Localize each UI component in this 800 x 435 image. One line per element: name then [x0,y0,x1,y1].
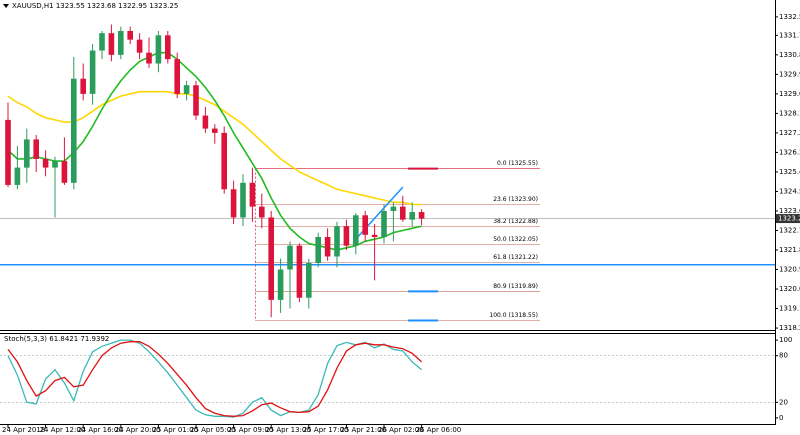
y-tick-label: 1321.80 [779,246,800,254]
candle-body [343,226,350,246]
candle-body [42,158,49,168]
x-tick-label: 26 Apr 02:00 [378,426,424,434]
candle-body [99,33,105,51]
y-tick-label: 1323.60 [779,207,800,215]
x-tick-label: 25 Apr 09:00 [228,426,274,434]
last-price-box [776,214,800,224]
x-tick-label: 25 Apr 17:00 [303,426,349,434]
candle-body [212,128,218,133]
x-tick-label: 25 Apr 05:00 [190,426,236,434]
last-price-label: 1323.25 [778,215,800,223]
candle-body [183,85,190,94]
candle-body [390,206,397,211]
fib-label: 50.0 (1322.05) [493,236,538,243]
y-tick-label: 1329.00 [779,90,800,98]
x-tick-label: 24 Apr 16:00 [77,426,123,434]
y-tick-label: 1326.30 [779,148,800,156]
y-tick-label: 1329.90 [779,70,800,78]
candle-body [371,234,378,237]
x-tick-label: 26 Apr 06:00 [416,426,462,434]
y-tick-label: 1331.70 [779,31,800,39]
candle-body [362,215,368,235]
fib-label: 61.8 (1321.22) [493,254,538,261]
x-tick-label: 25 Apr 21:00 [340,426,386,434]
candle-body [277,269,284,300]
y-tick-label: 1324.50 [779,187,800,195]
x-tick-label: 24 Apr 2018 [2,426,45,434]
candle-body [14,167,21,185]
candle-body [287,245,293,270]
fib-label: 100.0 (1318.55) [489,312,538,319]
candle-body [136,39,143,53]
candle-body [80,78,86,94]
candle-body [240,182,246,218]
candle-body [249,182,256,207]
candle-body [334,226,340,257]
candle-body [418,212,425,219]
candle-body [52,161,58,168]
y-tick-label: 1319.10 [779,305,800,313]
fib-label: 80.9 (1319.89) [493,283,538,290]
moving-average [7,90,422,206]
indicator-tick-label: 80 [779,352,788,360]
candle-body [127,31,133,40]
candle-body [353,215,359,246]
candle-body [306,263,312,298]
candle-body [221,132,227,190]
candle-body [118,31,124,55]
candle-body [381,210,387,237]
y-tick-label: 1325.40 [779,168,800,176]
y-tick-label: 1322.70 [779,226,800,234]
fib-label: 38.2 (1322.88) [493,218,538,225]
candle-body [268,217,274,300]
candle-body [193,85,199,116]
y-tick-label: 1318.20 [779,324,800,332]
x-tick-label: 24 Apr 12:00 [40,426,86,434]
candle-body [89,50,96,94]
candle-body [155,35,162,64]
y-tick-label: 1320.00 [779,285,800,293]
candle-body [146,52,152,64]
indicator-title: Stoch(5,3,3) 61.8421 71.9392 [4,335,109,343]
chart-title: XAUUSD,H1 1323.55 1323.68 1322.95 1323.2… [12,2,178,10]
indicator-tick-label: 20 [779,398,788,406]
candle-body [71,78,77,183]
y-tick-label: 1332.55 [779,13,800,21]
moving-average [7,51,422,251]
candle-body [61,161,68,183]
fib-label: 0.0 (1325.55) [497,160,538,167]
y-tick-label: 1327.20 [779,129,800,137]
candle-body [24,139,30,168]
indicator-line [7,341,423,417]
candle-body [400,206,406,220]
fib-label: 23.6 (1323.90) [493,196,538,203]
y-tick-label: 1320.90 [779,266,800,274]
candle-body [165,35,171,60]
x-tick-label: 25 Apr 01:00 [152,426,198,434]
candle-body [324,236,331,257]
candle-body [174,59,180,94]
x-tick-label: 24 Apr 20:00 [115,426,161,434]
indicator-tick-label: 100 [779,336,792,344]
candle-body [202,115,209,129]
candle-body [259,206,265,218]
indicator-line [7,339,423,418]
indicator-tick-label: 0 [779,414,783,422]
candle-body [5,119,11,185]
x-tick-label: 25 Apr 13:00 [265,426,311,434]
candle-body [33,139,39,159]
menu-triangle [3,4,9,8]
y-tick-label: 1328.10 [779,109,800,117]
candle-body [108,33,115,55]
candle-body [409,212,415,220]
y-tick-label: 1330.80 [779,51,800,59]
candle-body [230,189,237,218]
candle-body [315,236,321,264]
candle-body [296,245,303,298]
